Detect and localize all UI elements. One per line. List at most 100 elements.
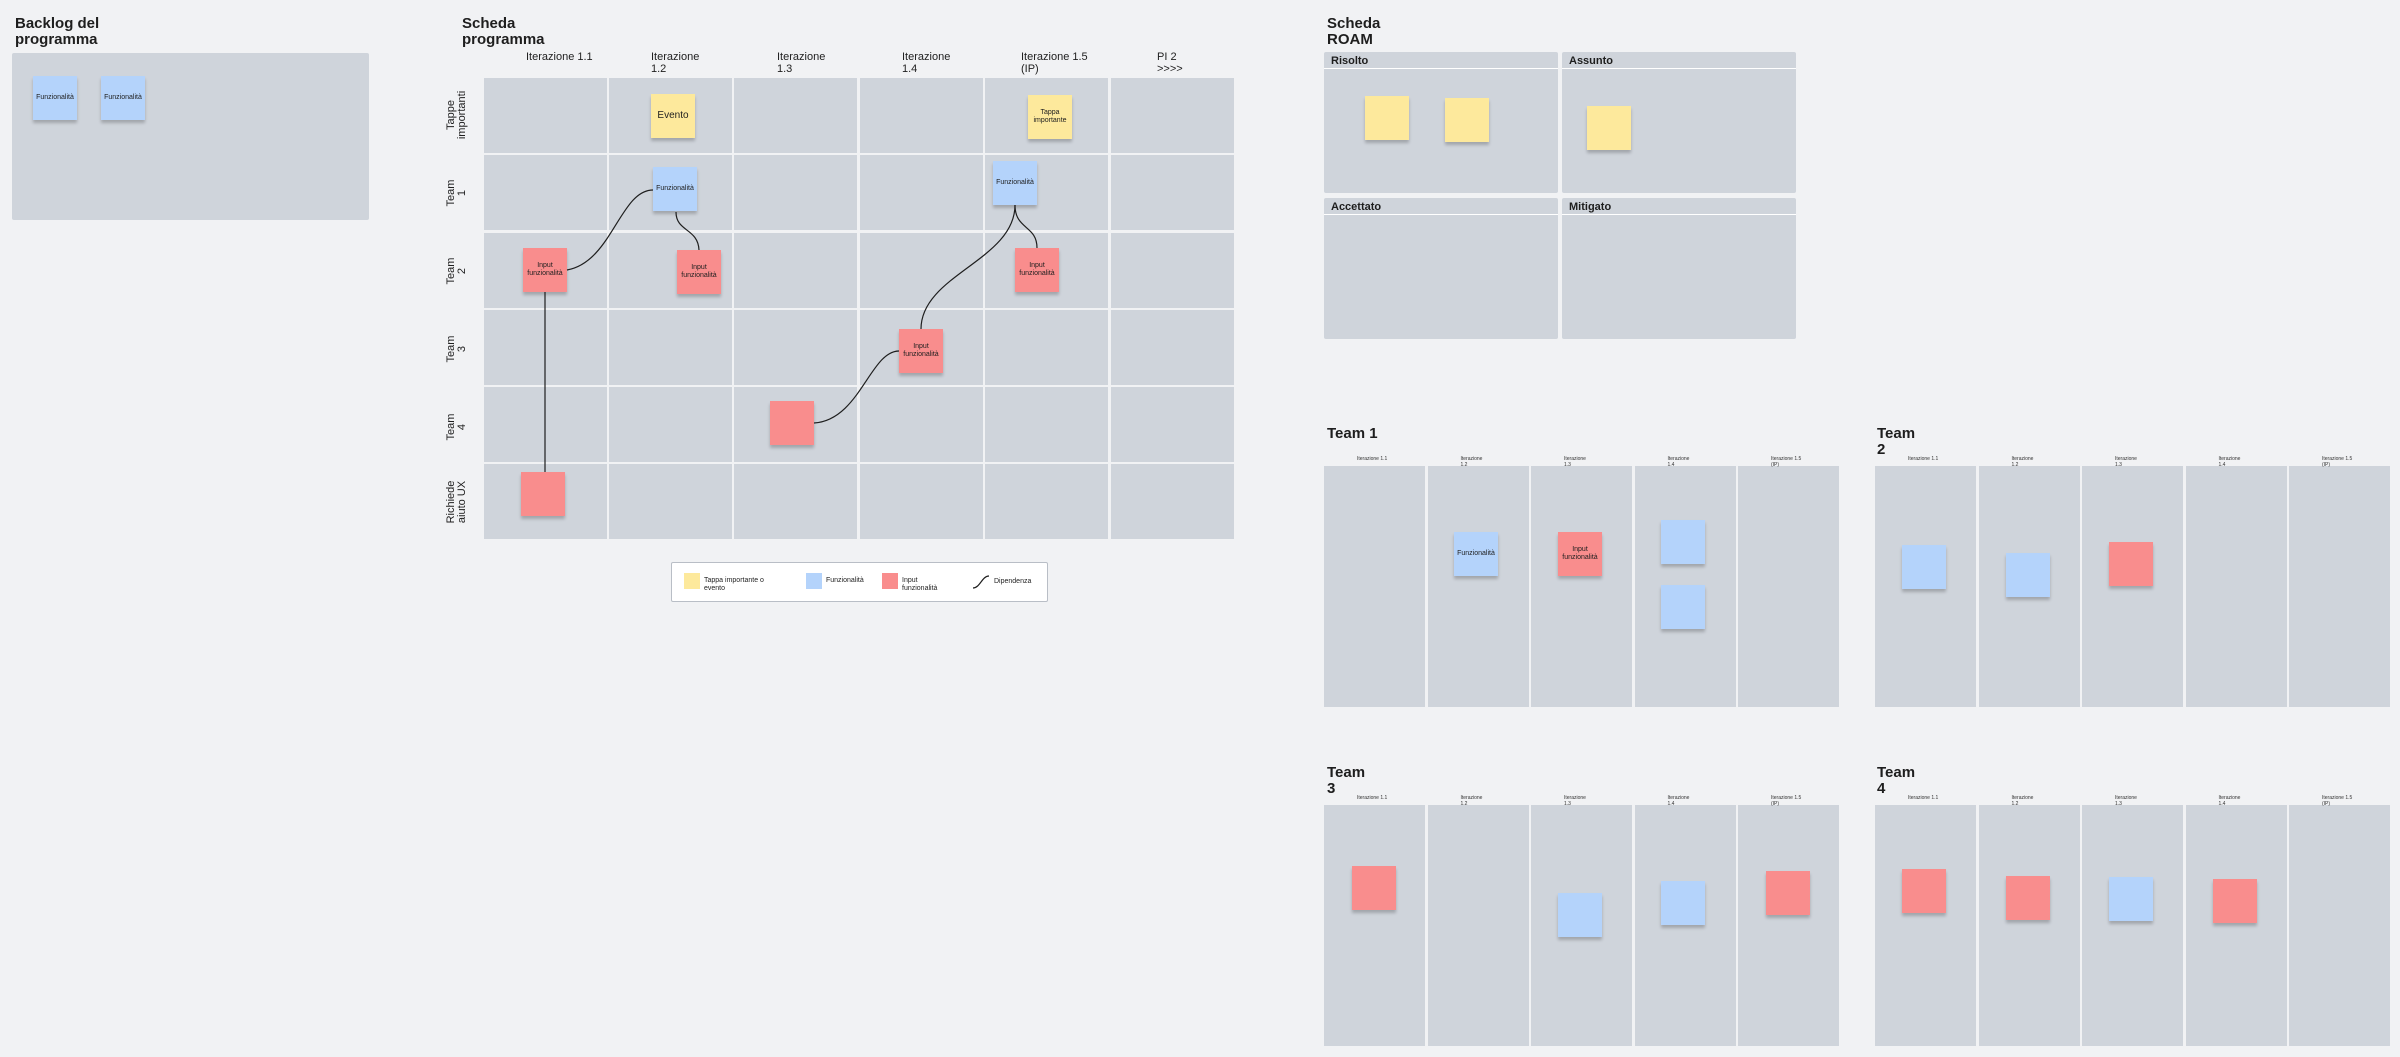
team3-title: Team 3 bbox=[1327, 764, 1366, 797]
pb-cell-r6-c6[interactable] bbox=[1111, 464, 1234, 539]
pb-cell-r6-c2[interactable] bbox=[609, 464, 732, 539]
team3-iteration-column[interactable] bbox=[1324, 805, 1425, 1046]
pb-cell-r2-c1[interactable] bbox=[484, 155, 607, 230]
team3-column-header: Iterazione 1.4 bbox=[1667, 795, 1690, 807]
pb-cell-r4-c6[interactable] bbox=[1111, 310, 1234, 385]
pb-sticky-input-t2-i1[interactable]: Input funzionalità bbox=[523, 248, 567, 292]
pb-cell-r5-c4[interactable] bbox=[860, 387, 983, 462]
team3-column-header: Iterazione 1.2 bbox=[1460, 795, 1483, 807]
pb-cell-r3-c4[interactable] bbox=[860, 233, 983, 308]
pb-cell-r6-c3[interactable] bbox=[734, 464, 857, 539]
team1-sticky-input[interactable]: Input funzionalità bbox=[1558, 532, 1602, 576]
pb-sticky-input-t3-i4[interactable]: Input funzionalità bbox=[899, 329, 943, 373]
pb-sticky-input-t2-i2[interactable]: Input funzionalità bbox=[677, 250, 721, 294]
pb-cell-r5-c2[interactable] bbox=[609, 387, 732, 462]
team4-sticky-feature[interactable] bbox=[2109, 877, 2153, 921]
team3-iteration-column[interactable] bbox=[1634, 805, 1736, 1046]
team2-iteration-column[interactable] bbox=[2185, 466, 2287, 707]
team1-iteration-column[interactable] bbox=[1531, 466, 1632, 707]
pb-cell-r6-c4[interactable] bbox=[860, 464, 983, 539]
team4-iteration-column[interactable] bbox=[1978, 805, 2080, 1046]
pb-sticky-input-ux-i1[interactable] bbox=[521, 472, 565, 516]
team1-sticky-feature-blank[interactable] bbox=[1661, 585, 1705, 629]
pb-cell-r6-c5[interactable] bbox=[985, 464, 1108, 539]
team3-iteration-column[interactable] bbox=[1427, 805, 1529, 1046]
team3-sticky-input[interactable] bbox=[1352, 866, 1396, 910]
roam-sticky[interactable] bbox=[1365, 96, 1409, 140]
team4-title: Team 4 bbox=[1877, 764, 1916, 797]
pb-row-head-team4: Team 4 bbox=[445, 413, 468, 441]
team2-column-header: Iterazione 1.3 bbox=[2115, 456, 2137, 468]
team2-iteration-column[interactable] bbox=[2289, 466, 2390, 707]
team2-column-header: Iterazione 1.1 bbox=[1908, 456, 1939, 462]
roam-title: Scheda ROAM bbox=[1327, 15, 1381, 48]
team4-iteration-column[interactable] bbox=[2185, 805, 2287, 1046]
pb-cell-r1-c4[interactable] bbox=[860, 78, 983, 153]
pb-cell-r2-c6[interactable] bbox=[1111, 155, 1234, 230]
pb-cell-r4-c3[interactable] bbox=[734, 310, 857, 385]
team1-sticky-feature-blank[interactable] bbox=[1661, 520, 1705, 564]
pb-cell-r1-c1[interactable] bbox=[484, 78, 607, 153]
team2-sticky-input[interactable] bbox=[2109, 542, 2153, 586]
team3-sticky-feature[interactable] bbox=[1661, 881, 1705, 925]
pb-cell-r5-c1[interactable] bbox=[484, 387, 607, 462]
pb-cell-r2-c4[interactable] bbox=[860, 155, 983, 230]
program-board-title: Scheda programma bbox=[462, 15, 545, 48]
pb-sticky-tappa[interactable]: Tappa importante bbox=[1028, 95, 1072, 139]
team1-iteration-column[interactable] bbox=[1427, 466, 1529, 707]
team4-iteration-column[interactable] bbox=[2082, 805, 2183, 1046]
team4-iteration-column[interactable] bbox=[1875, 805, 1976, 1046]
pb-col-head-4: Iterazione 1.4 bbox=[902, 51, 951, 75]
team3-sticky-input[interactable] bbox=[1766, 871, 1810, 915]
team4-column-header: Iterazione 1.1 bbox=[1908, 795, 1939, 801]
backlog-sticky-feature-2[interactable]: Funzionalità bbox=[101, 76, 145, 120]
team2-column-header: Iterazione 1.4 bbox=[2218, 456, 2241, 468]
pb-cell-r3-c6[interactable] bbox=[1111, 233, 1234, 308]
backlog-sticky-feature-1[interactable]: Funzionalità bbox=[33, 76, 77, 120]
team3-sticky-feature[interactable] bbox=[1558, 893, 1602, 937]
team4-sticky-input[interactable] bbox=[2213, 879, 2257, 923]
pb-cell-r5-c5[interactable] bbox=[985, 387, 1108, 462]
pb-cell-r1-c6[interactable] bbox=[1111, 78, 1234, 153]
team4-iteration-column[interactable] bbox=[2289, 805, 2390, 1046]
pb-cell-r3-c3[interactable] bbox=[734, 233, 857, 308]
pb-sticky-input-t2-i5[interactable]: Input funzionalità bbox=[1015, 248, 1059, 292]
team1-column-header: Iterazione 1.3 bbox=[1564, 456, 1586, 468]
roam-divider bbox=[1324, 68, 1558, 69]
pb-row-head-team3: Team 3 bbox=[445, 335, 468, 363]
team1-sticky-feature[interactable]: Funzionalità bbox=[1454, 532, 1498, 576]
team3-column-header: Iterazione 1.5 (IP) bbox=[1771, 795, 1802, 807]
roam-quadrant-risolto[interactable] bbox=[1324, 52, 1558, 193]
pb-col-head-1: Iterazione 1.1 bbox=[526, 51, 593, 63]
pb-row-head-team2: Team 2 bbox=[445, 257, 468, 285]
pb-cell-r5-c6[interactable] bbox=[1111, 387, 1234, 462]
team1-iteration-column[interactable] bbox=[1324, 466, 1425, 707]
pb-col-head-3: Iterazione 1.3 bbox=[777, 51, 826, 75]
pb-sticky-feature-t1-i5[interactable]: Funzionalità bbox=[993, 161, 1037, 205]
pb-sticky-input-t4-i3[interactable] bbox=[770, 401, 814, 445]
team1-column-header: Iterazione 1.5 (IP) bbox=[1771, 456, 1802, 468]
pb-col-head-5: Iterazione 1.5 (IP) bbox=[1021, 51, 1088, 75]
legend-label-milestone: Tappa importante o evento bbox=[704, 577, 764, 592]
pb-cell-r1-c3[interactable] bbox=[734, 78, 857, 153]
team2-sticky-feature[interactable] bbox=[1902, 545, 1946, 589]
pb-cell-r4-c2[interactable] bbox=[609, 310, 732, 385]
roam-quadrant-accettato[interactable] bbox=[1324, 198, 1558, 339]
team2-iteration-column[interactable] bbox=[2082, 466, 2183, 707]
roam-label-accettato: Accettato bbox=[1331, 201, 1382, 213]
roam-label-risolto: Risolto bbox=[1331, 55, 1369, 67]
team4-sticky-input[interactable] bbox=[1902, 869, 1946, 913]
team4-sticky-input[interactable] bbox=[2006, 876, 2050, 920]
pb-cell-r4-c1[interactable] bbox=[484, 310, 607, 385]
team2-sticky-feature[interactable] bbox=[2006, 553, 2050, 597]
roam-sticky[interactable] bbox=[1445, 98, 1489, 142]
roam-quadrant-mitigato[interactable] bbox=[1562, 198, 1796, 339]
team1-iteration-column[interactable] bbox=[1738, 466, 1839, 707]
pb-cell-r2-c3[interactable] bbox=[734, 155, 857, 230]
pb-sticky-feature-t1-i2[interactable]: Funzionalità bbox=[653, 167, 697, 211]
roam-sticky[interactable] bbox=[1587, 106, 1631, 150]
team3-iteration-column[interactable] bbox=[1738, 805, 1839, 1046]
pb-sticky-evento[interactable]: Evento bbox=[651, 94, 695, 138]
pb-cell-r4-c5[interactable] bbox=[985, 310, 1108, 385]
team3-column-header: Iterazione 1.1 bbox=[1357, 795, 1388, 801]
